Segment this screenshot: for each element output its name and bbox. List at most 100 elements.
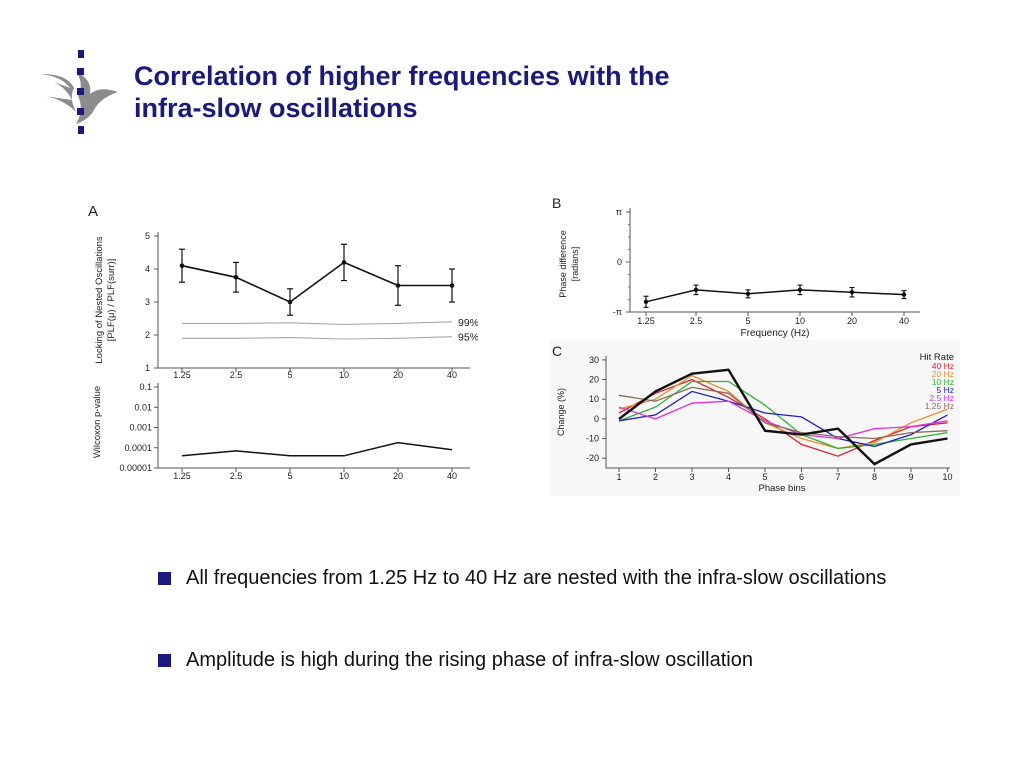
series-line-a-lower bbox=[181, 441, 453, 457]
y-axis-label-c: Change (%) bbox=[556, 388, 566, 436]
y-tick-label-b: -π bbox=[613, 307, 622, 317]
data-point-b bbox=[745, 291, 751, 297]
x-tick-label-a-lower: 10 bbox=[339, 471, 349, 480]
y-tick-label-a-lower: 0.1 bbox=[139, 382, 152, 392]
y-tick-label-c: 30 bbox=[589, 355, 599, 365]
data-point-b bbox=[901, 292, 907, 297]
square-bullet-icon bbox=[158, 654, 171, 667]
x-tick-label-c: 1 bbox=[616, 472, 621, 482]
x-axis-label-b: Frequency (Hz) bbox=[741, 328, 810, 339]
x-tick-label-a-lower: 2.5 bbox=[230, 471, 243, 480]
x-tick-label-c: 3 bbox=[689, 472, 694, 482]
x-tick-label-a-lower: 40 bbox=[447, 471, 457, 480]
x-axis-label-c: Phase bins bbox=[758, 483, 805, 494]
y-axis-label-a-lower: Wilcoxon p-value bbox=[92, 386, 103, 458]
x-tick-label-b: 1.25 bbox=[637, 316, 655, 326]
bullet-text: Amplitude is high during the rising phas… bbox=[186, 649, 753, 671]
reference-line-99 bbox=[182, 321, 453, 325]
x-tick-label-a: 10 bbox=[339, 370, 349, 380]
data-point-b bbox=[643, 299, 649, 304]
y-tick-label-c: 10 bbox=[589, 394, 599, 404]
panel-c-letter: C bbox=[552, 343, 562, 359]
panel-a-figure: A 1 2 3 4 5 1.25 2.5 5 10 20 40 Locking of Nested O… bbox=[86, 198, 478, 480]
y-tick-label-c: 20 bbox=[589, 375, 599, 385]
y-tick-label-a-lower: 0.01 bbox=[134, 402, 152, 412]
y-tick-label-a-lower: 0.001 bbox=[129, 423, 152, 433]
x-tick-label-b: 2.5 bbox=[690, 316, 703, 326]
panel-a-letter: A bbox=[88, 203, 98, 220]
x-tick-label-a: 2.5 bbox=[230, 370, 243, 380]
x-tick-label-a-lower: 1.25 bbox=[173, 471, 191, 480]
x-tick-label-a: 20 bbox=[393, 370, 403, 380]
y-axis-label-b: Phase difference bbox=[558, 230, 568, 297]
x-tick-label-c: 10 bbox=[942, 472, 952, 482]
slide-title-line-2: infra-slow oscillations bbox=[134, 93, 418, 123]
series-line-c-5-hz bbox=[618, 390, 948, 448]
legend-entry-c: 1.25 Hz bbox=[925, 401, 954, 411]
data-point-a bbox=[341, 260, 347, 265]
x-tick-label-c: 4 bbox=[726, 472, 731, 482]
reference-line-95 bbox=[182, 336, 453, 340]
panel-b-chart: B π 0 -π 1.25 2.5 5 10 20 40 Frequency (Hz) Phase … bbox=[552, 195, 920, 339]
series-line-c-20-hz bbox=[618, 374, 948, 450]
x-tick-label-c: 9 bbox=[908, 472, 913, 482]
panel-a-chart: A 1 2 3 4 5 1.25 2.5 5 10 20 40 Locking of Nested O… bbox=[88, 203, 478, 480]
bullet-item: All frequencies from 1.25 Hz to 40 Hz ar… bbox=[158, 564, 978, 593]
data-point-b bbox=[849, 290, 855, 295]
y-tick-label-c: -10 bbox=[586, 434, 599, 444]
x-tick-label-b: 40 bbox=[899, 316, 909, 326]
y-tick-label-c: 0 bbox=[594, 414, 599, 424]
y-tick-label-a-lower: 0.00001 bbox=[119, 463, 152, 473]
slide-title: Correlation of higher frequencies with t… bbox=[134, 60, 874, 124]
slide-title-line-1: Correlation of higher frequencies with t… bbox=[134, 61, 670, 91]
x-tick-label-a: 40 bbox=[447, 370, 457, 380]
data-point-a bbox=[287, 299, 293, 305]
y-axis-label-a-unit: [PLF(μ) / PLF(surr)] bbox=[106, 259, 117, 342]
series-line-c-black bbox=[618, 368, 948, 466]
data-point-a bbox=[179, 263, 185, 268]
panel-c-figure: C 30 20 10 0 -10 -20 1 2 3 4 5 6 7 8 9 10 Phase bins Chan… bbox=[550, 340, 960, 496]
x-tick-label-b: 5 bbox=[745, 316, 750, 326]
university-logo bbox=[36, 48, 126, 138]
legend-entry-c: 20 Hz bbox=[932, 369, 954, 379]
flame-crest-logo-icon bbox=[40, 50, 118, 134]
x-tick-label-c: 6 bbox=[799, 472, 804, 482]
y-tick-label-a: 5 bbox=[145, 231, 150, 241]
x-tick-label-a: 5 bbox=[287, 370, 292, 380]
series-line-b bbox=[645, 289, 905, 303]
x-tick-label-c: 5 bbox=[762, 472, 767, 482]
bullet-list: All frequencies from 1.25 Hz to 40 Hz ar… bbox=[158, 564, 978, 675]
y-axis-label-a: Locking of Nested Oscillations bbox=[94, 236, 105, 364]
y-tick-label-a-lower: 0.0001 bbox=[124, 443, 152, 453]
x-tick-label-a-lower: 20 bbox=[393, 471, 403, 480]
x-tick-label-b: 10 bbox=[795, 316, 805, 326]
series-line-c-1-25-hz bbox=[618, 386, 948, 440]
y-tick-label-a: 1 bbox=[145, 363, 150, 373]
x-tick-label-a-lower: 5 bbox=[287, 471, 292, 480]
legend-entry-c: 10 Hz bbox=[932, 377, 954, 387]
y-axis-label-b-unit: [radians] bbox=[570, 247, 580, 282]
x-tick-label-c: 7 bbox=[835, 472, 840, 482]
y-tick-label-a: 2 bbox=[145, 330, 150, 340]
legend-entry-c: 5 Hz bbox=[937, 385, 954, 395]
x-tick-label-c: 2 bbox=[653, 472, 658, 482]
data-point-b bbox=[693, 287, 699, 293]
data-point-b bbox=[797, 287, 803, 293]
panel-c-chart: C 30 20 10 0 -10 -20 1 2 3 4 5 6 7 8 9 10 Phase bins Chan… bbox=[552, 343, 954, 494]
panel-b-letter: B bbox=[552, 195, 561, 211]
data-point-a bbox=[233, 274, 239, 280]
y-tick-label-a: 3 bbox=[145, 297, 150, 307]
y-tick-label-a: 4 bbox=[145, 264, 150, 274]
legend-entry-c: 40 Hz bbox=[932, 361, 954, 371]
y-tick-label-b: 0 bbox=[617, 257, 622, 267]
reference-line-label: 99%-ile bbox=[458, 317, 478, 329]
x-tick-label-b: 20 bbox=[847, 316, 857, 326]
bullet-text: All frequencies from 1.25 Hz to 40 Hz ar… bbox=[186, 567, 887, 589]
data-point-a bbox=[449, 283, 455, 288]
legend-title-c: Hit Rate bbox=[920, 352, 954, 363]
x-tick-label-a: 1.25 bbox=[173, 370, 191, 380]
square-bullet-icon bbox=[158, 572, 171, 585]
legend-entry-c: 2.5 Hz bbox=[929, 393, 954, 403]
y-tick-label-c: -20 bbox=[586, 453, 599, 463]
series-line-a bbox=[181, 261, 452, 303]
